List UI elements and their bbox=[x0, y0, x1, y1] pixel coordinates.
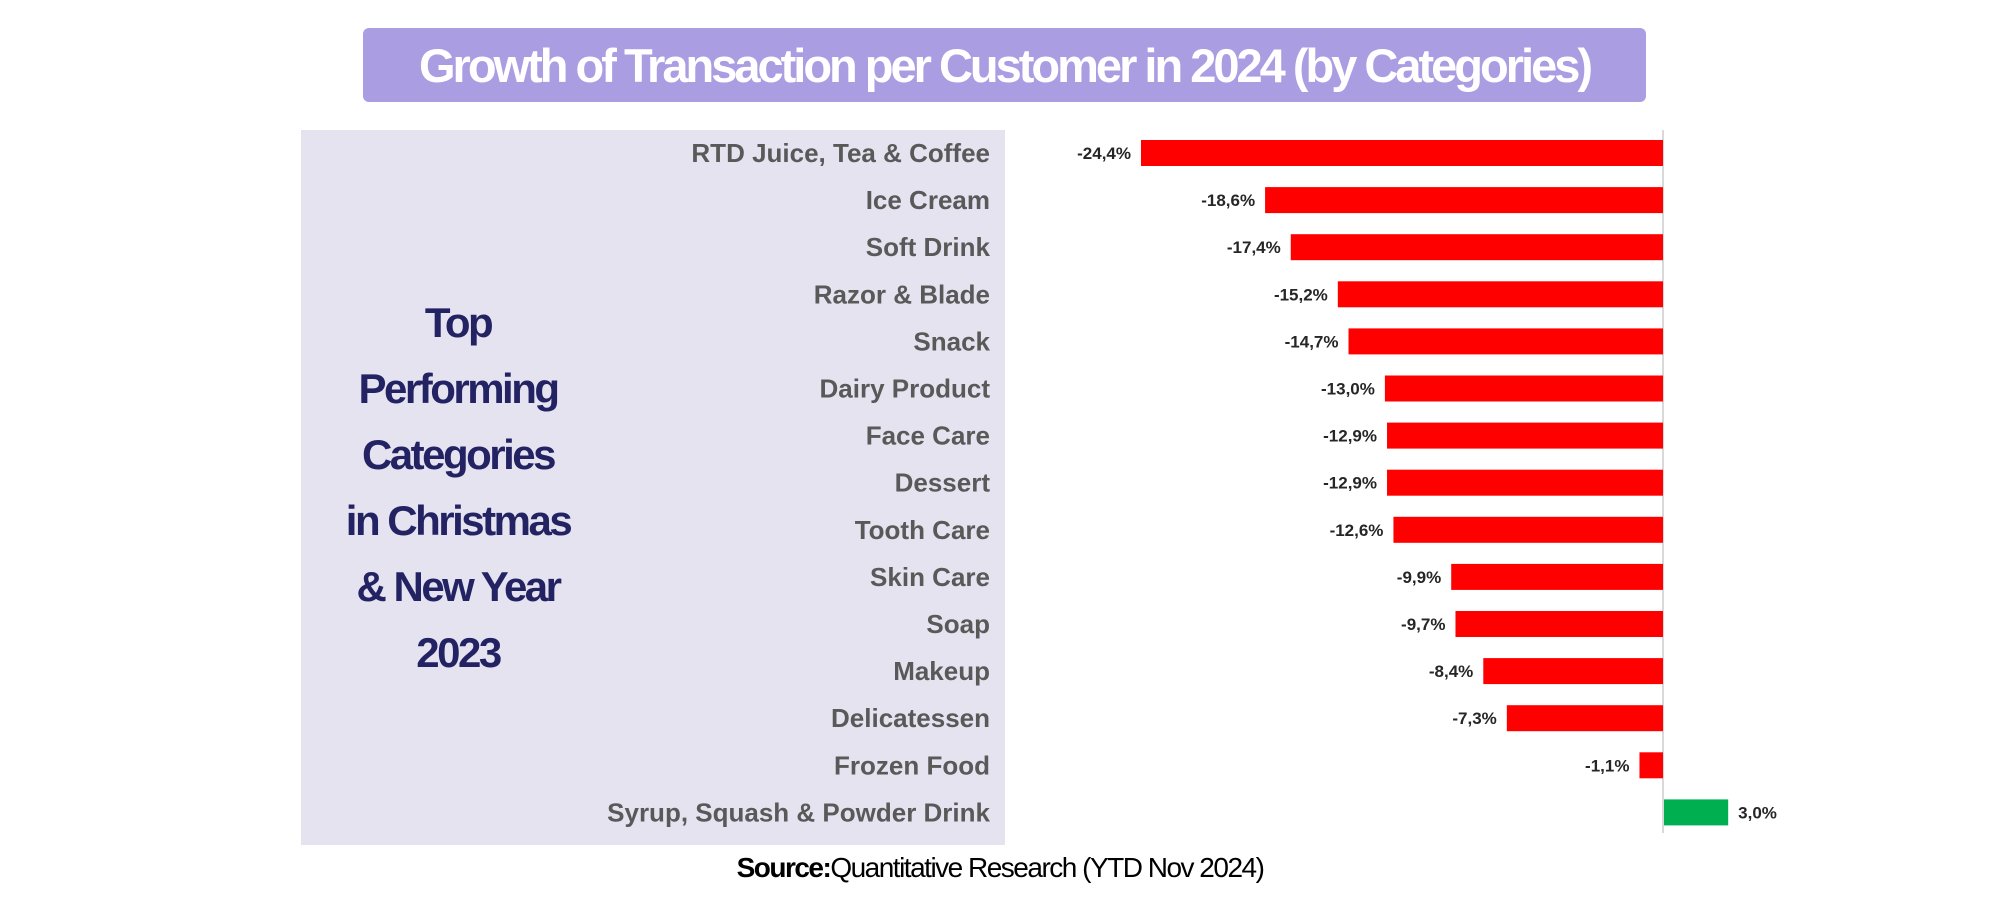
bar-negative bbox=[1384, 375, 1663, 402]
bar-negative bbox=[1387, 422, 1663, 449]
category-label: Makeup bbox=[893, 656, 990, 686]
bar-negative bbox=[1483, 658, 1663, 685]
data-label: -9,9% bbox=[1397, 568, 1441, 587]
side-heading-line: & New Year bbox=[356, 563, 562, 610]
side-heading-line: 2023 bbox=[416, 629, 502, 676]
bar-negative bbox=[1639, 752, 1663, 779]
data-label: -7,3% bbox=[1452, 709, 1496, 728]
data-label: -18,6% bbox=[1201, 191, 1255, 210]
source-note: Source:Quantitative Research (YTD Nov 20… bbox=[0, 852, 2000, 884]
bar-negative bbox=[1337, 281, 1663, 308]
bar-positive bbox=[1664, 799, 1729, 826]
category-label: Ice Cream bbox=[866, 185, 990, 215]
category-label: Tooth Care bbox=[855, 515, 990, 545]
data-label: -12,6% bbox=[1330, 521, 1384, 540]
category-panel bbox=[301, 130, 1005, 845]
category-label: Soap bbox=[926, 609, 990, 639]
bar-negative bbox=[1451, 563, 1663, 590]
bar-negative bbox=[1348, 328, 1663, 355]
title-banner: Growth of Transaction per Customer in 20… bbox=[363, 28, 1646, 102]
category-label: Frozen Food bbox=[834, 750, 990, 780]
data-label: -17,4% bbox=[1227, 238, 1281, 257]
category-label: Razor & Blade bbox=[814, 279, 990, 309]
data-label: -14,7% bbox=[1285, 332, 1339, 351]
data-label: -24,4% bbox=[1077, 144, 1131, 163]
side-heading: Top Performing Categories in Christmas &… bbox=[318, 290, 598, 686]
side-heading-line: Performing bbox=[358, 365, 560, 412]
side-heading-line: Top bbox=[424, 299, 494, 346]
source-label: Source: bbox=[736, 852, 832, 883]
data-label: -8,4% bbox=[1429, 662, 1473, 681]
bar-negative bbox=[1141, 140, 1663, 166]
data-label: -12,9% bbox=[1323, 427, 1377, 446]
bar-negative bbox=[1265, 187, 1663, 214]
bar-negative bbox=[1290, 234, 1663, 261]
bar-negative bbox=[1387, 469, 1663, 496]
side-heading-line: in Christmas bbox=[345, 497, 573, 544]
category-label: Dairy Product bbox=[820, 374, 991, 404]
source-text: Quantitative Research (YTD Nov 2024) bbox=[830, 852, 1265, 883]
data-label: -13,0% bbox=[1321, 380, 1375, 399]
side-heading-line: Categories bbox=[361, 431, 557, 478]
category-label: RTD Juice, Tea & Coffee bbox=[691, 138, 990, 168]
data-label: -12,9% bbox=[1323, 474, 1377, 493]
category-label: Syrup, Squash & Powder Drink bbox=[607, 797, 990, 827]
bar-negative bbox=[1455, 611, 1663, 637]
category-label: Skin Care bbox=[870, 562, 990, 592]
data-label: 3,0% bbox=[1738, 803, 1777, 822]
category-label: Snack bbox=[913, 326, 990, 356]
bar-negative bbox=[1506, 705, 1663, 732]
chart-title: Growth of Transaction per Customer in 20… bbox=[418, 38, 1593, 92]
category-label: Face Care bbox=[866, 421, 990, 451]
data-label: -9,7% bbox=[1401, 615, 1445, 634]
data-label: -1,1% bbox=[1585, 756, 1629, 775]
data-label: -15,2% bbox=[1274, 285, 1328, 304]
category-label: Delicatessen bbox=[831, 703, 990, 733]
category-label: Dessert bbox=[895, 468, 991, 498]
bar-negative bbox=[1393, 516, 1663, 543]
category-label: Soft Drink bbox=[866, 232, 991, 262]
